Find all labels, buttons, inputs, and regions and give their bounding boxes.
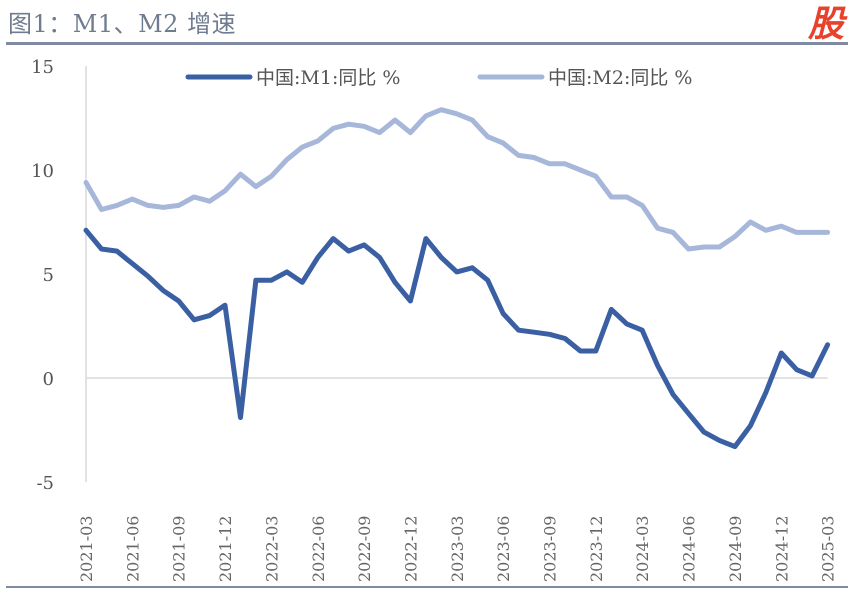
legend-label: 中国:M2:同比 % xyxy=(548,67,692,89)
y-tick-label: 0 xyxy=(43,369,54,390)
y-tick-label: 15 xyxy=(31,57,54,78)
x-tick-label: 2024-03 xyxy=(633,516,652,582)
x-tick-label: 2021-12 xyxy=(216,516,235,582)
x-tick-label: 2022-06 xyxy=(309,516,328,582)
x-tick-label: 2024-09 xyxy=(726,516,745,582)
x-tick-label: 2023-09 xyxy=(541,516,560,582)
x-tick-label: 2022-03 xyxy=(262,516,281,582)
x-tick-label: 2023-06 xyxy=(494,516,513,582)
x-tick-label: 2021-03 xyxy=(77,516,96,582)
legend: 中国:M1:同比 % 中国:M2:同比 % xyxy=(185,67,692,89)
x-axis-ticks: 2021-03 2021-06 2021-09 2021-12 2022-03 2022-… xyxy=(77,516,838,582)
x-tick-label: 2024-12 xyxy=(772,516,791,582)
title-divider xyxy=(6,42,848,45)
series-line-m1 xyxy=(83,227,831,450)
x-tick-label: 2023-03 xyxy=(448,516,467,582)
y-tick-label: -5 xyxy=(36,473,54,494)
legend-label: 中国:M1:同比 % xyxy=(256,67,400,89)
x-tick-label: 2022-12 xyxy=(401,516,420,582)
series-line-m2 xyxy=(83,107,831,252)
x-tick-label: 2023-12 xyxy=(587,516,606,582)
y-tick-label: 5 xyxy=(43,265,54,286)
chart-title: 图1：M1、M2 增速 xyxy=(8,10,237,38)
watermark-logo: 股 xyxy=(807,4,848,45)
x-tick-label: 2024-06 xyxy=(680,516,699,582)
x-tick-label: 2021-06 xyxy=(123,516,142,582)
y-tick-label: 10 xyxy=(31,161,54,182)
bottom-divider xyxy=(6,586,848,588)
grid-layer xyxy=(85,66,828,482)
y-axis-ticks: 15 10 5 0 -5 xyxy=(31,57,54,494)
x-tick-label: 2022-09 xyxy=(355,516,374,582)
series-lines xyxy=(83,107,831,450)
x-tick-label: 2021-09 xyxy=(170,516,189,582)
x-tick-label: 2025-03 xyxy=(819,516,838,582)
